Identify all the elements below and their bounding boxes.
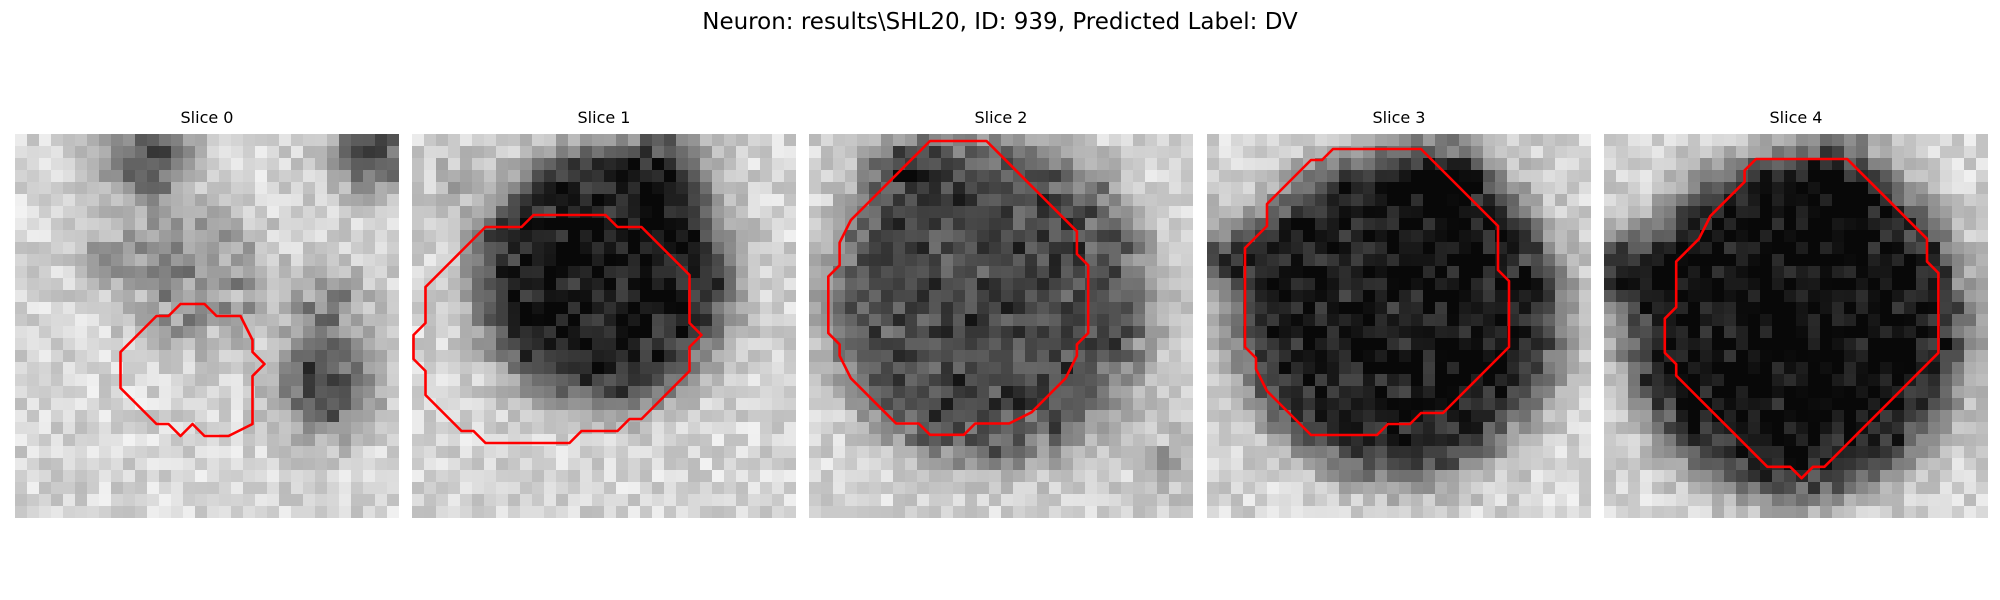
slice-panel-0: Slice 0 <box>15 108 399 518</box>
slice-title: Slice 4 <box>1769 108 1823 127</box>
neuron-contour <box>412 213 703 445</box>
slice-panel-1: Slice 1 <box>412 108 796 518</box>
neuron-contour <box>826 139 1090 437</box>
slice-title: Slice 3 <box>1372 108 1426 127</box>
slice-title: Slice 1 <box>577 108 631 127</box>
slice-image <box>412 134 796 518</box>
slice-image <box>1604 134 1988 518</box>
slice-image <box>1207 134 1591 518</box>
figure-title: Neuron: results\SHL20, ID: 939, Predicte… <box>702 9 1298 35</box>
slice-panel-4: Slice 4 <box>1604 108 1988 518</box>
neuron-contour <box>1243 147 1511 437</box>
neuron-contour <box>1663 157 1940 480</box>
slice-title: Slice 2 <box>974 108 1028 127</box>
slice-image <box>809 134 1193 518</box>
slice-panel-2: Slice 2 <box>809 108 1193 518</box>
slice-title: Slice 0 <box>180 108 234 127</box>
slice-panel-3: Slice 3 <box>1207 108 1591 518</box>
slice-image <box>15 134 399 518</box>
neuron-contour <box>119 302 266 438</box>
